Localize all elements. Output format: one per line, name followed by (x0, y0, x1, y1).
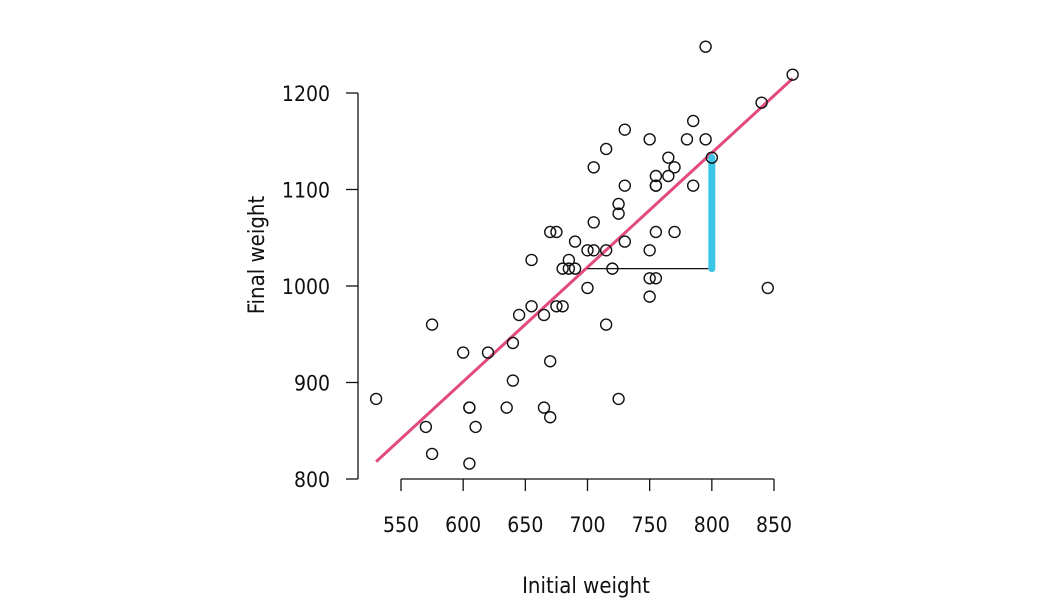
y-axis-title: Final weight (245, 196, 270, 315)
data-point (419, 420, 433, 434)
data-point (562, 262, 576, 275)
slope-triangle-group (587, 154, 716, 273)
y-tick-label: 1100 (282, 179, 330, 203)
data-point (662, 151, 675, 164)
data-point (649, 169, 663, 183)
x-tick-label: 800 (694, 513, 730, 537)
data-point (463, 457, 476, 470)
y-tick-label: 800 (294, 468, 330, 492)
data-point (612, 392, 625, 406)
data-point (550, 300, 563, 313)
data-point (649, 179, 663, 192)
data-point (686, 114, 700, 128)
data-point (612, 207, 625, 220)
data-point (568, 235, 582, 248)
regression-line (375, 77, 794, 463)
data-point (680, 133, 694, 146)
data-point (568, 262, 582, 275)
data-point (587, 244, 600, 257)
data-point (425, 447, 439, 461)
data-point (506, 374, 520, 387)
data-point (649, 225, 663, 239)
data-point (537, 308, 551, 322)
data-point (643, 133, 656, 146)
data-points (369, 40, 799, 470)
data-point (686, 179, 700, 192)
data-point (599, 318, 613, 331)
data-point (761, 281, 774, 295)
data-point (599, 142, 613, 156)
data-point (786, 68, 799, 81)
data-point (481, 346, 495, 359)
data-point (506, 336, 520, 350)
regression-line-group (375, 77, 794, 463)
data-point (618, 123, 631, 136)
data-point (699, 40, 712, 53)
data-point (643, 290, 656, 303)
data-point (699, 133, 712, 146)
axes: 550 600 650 700 750 800 850 800 900 1000 1100 1200 (282, 82, 792, 537)
data-point (550, 225, 563, 239)
data-point (618, 235, 631, 248)
y-tick-label: 1200 (282, 82, 330, 106)
data-point (581, 281, 594, 295)
x-axis-title: Initial weight (522, 574, 650, 599)
data-point (606, 262, 619, 275)
data-point (544, 411, 557, 424)
x-tick-label: 600 (445, 513, 481, 537)
data-point (537, 401, 551, 414)
x-tick-label: 750 (632, 513, 668, 537)
data-point (612, 197, 625, 211)
data-point (512, 308, 526, 322)
data-point (469, 420, 482, 434)
data-point (755, 96, 768, 109)
data-point (643, 272, 656, 285)
data-point (618, 179, 631, 192)
data-point (425, 318, 439, 331)
data-point (525, 253, 538, 267)
x-tick-label: 650 (507, 513, 543, 537)
data-point (556, 262, 569, 275)
data-point (581, 244, 594, 257)
data-point (662, 169, 675, 183)
data-point (599, 244, 613, 257)
data-point (544, 225, 557, 239)
data-point (369, 392, 383, 406)
data-point (463, 401, 476, 414)
data-point (587, 161, 600, 174)
data-point (705, 151, 719, 164)
data-point (587, 216, 600, 229)
y-tick-label: 900 (294, 372, 330, 396)
data-point (668, 225, 681, 239)
x-tick-label: 550 (383, 513, 419, 537)
x-tick-label: 850 (756, 513, 792, 537)
data-point (668, 161, 681, 174)
data-point (544, 355, 557, 368)
data-point (556, 300, 569, 313)
x-tick-label: 700 (569, 513, 605, 537)
data-point (649, 272, 663, 285)
data-point (643, 244, 656, 257)
y-tick-label: 1000 (282, 275, 330, 299)
data-point (456, 346, 470, 359)
data-point (500, 401, 513, 414)
data-point (525, 300, 538, 313)
data-point (562, 253, 576, 267)
